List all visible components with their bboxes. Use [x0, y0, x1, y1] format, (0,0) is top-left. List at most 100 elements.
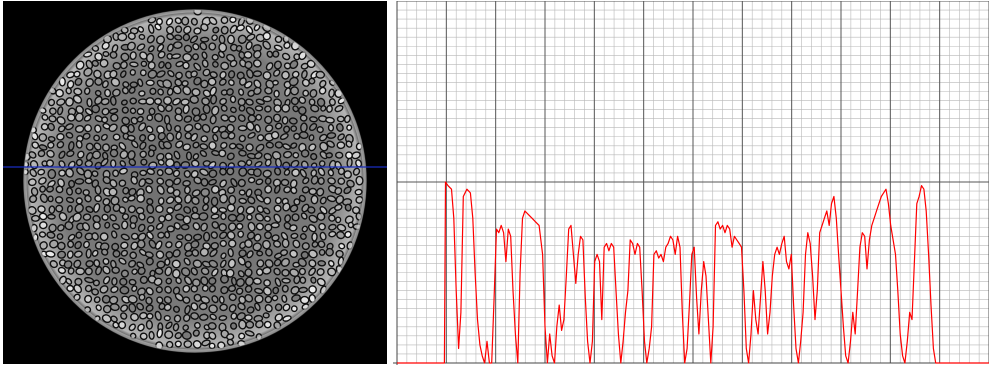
grain [47, 122, 55, 132]
grain [172, 286, 181, 295]
grain [289, 59, 299, 70]
grain [263, 279, 271, 287]
grain [102, 197, 111, 206]
grain [281, 116, 289, 125]
grain [273, 104, 282, 113]
grain [101, 213, 109, 221]
grain [235, 287, 244, 295]
grain [328, 214, 336, 222]
grain [245, 159, 253, 166]
grain [154, 267, 164, 275]
grain [264, 177, 272, 185]
grain [148, 239, 157, 249]
grain [190, 267, 199, 276]
grain [147, 149, 155, 158]
grain [194, 122, 202, 131]
grain [121, 220, 129, 230]
grain [202, 104, 211, 114]
grain [236, 205, 245, 215]
grain [108, 123, 118, 133]
grain [120, 304, 129, 313]
grain [139, 150, 147, 159]
grain [209, 313, 217, 321]
grain [109, 50, 118, 59]
grain [199, 113, 208, 121]
grain [190, 240, 200, 249]
grain [201, 51, 208, 60]
grain [175, 140, 184, 149]
grain [85, 260, 94, 268]
grain [244, 60, 253, 70]
grain [289, 204, 299, 213]
grain [227, 213, 238, 222]
grain [118, 257, 127, 265]
grain [119, 277, 128, 286]
grain [218, 42, 228, 53]
grain [299, 276, 307, 284]
grain [118, 206, 127, 214]
grain [208, 304, 218, 314]
grain [112, 88, 121, 97]
grain [110, 315, 118, 323]
grain [345, 140, 353, 148]
grain [118, 167, 128, 175]
grain [91, 232, 99, 241]
grain [325, 247, 334, 257]
grain [146, 231, 154, 240]
grain [346, 157, 353, 168]
grain [309, 88, 318, 98]
grain [315, 70, 326, 79]
grain [102, 265, 111, 275]
grain [102, 275, 111, 285]
grain [193, 76, 202, 86]
grain [183, 340, 193, 349]
grain [131, 285, 138, 292]
grain [210, 94, 218, 105]
grain [137, 223, 146, 233]
grain [193, 233, 203, 241]
grain [292, 239, 301, 249]
grain [289, 249, 298, 259]
grain [199, 313, 209, 321]
grain [193, 321, 201, 329]
grain [56, 98, 66, 106]
grain [67, 233, 76, 241]
grain [308, 143, 317, 152]
grain [156, 169, 164, 177]
grain [192, 329, 200, 337]
grain [254, 123, 261, 133]
grain [318, 248, 326, 256]
grain [173, 177, 182, 186]
grain [58, 150, 66, 159]
grain [56, 132, 65, 141]
grain [201, 97, 211, 106]
grain [180, 98, 190, 106]
grain [165, 340, 174, 349]
grain [47, 135, 56, 143]
grain [120, 60, 128, 70]
grain [100, 133, 108, 141]
grain [191, 87, 201, 97]
grain [65, 131, 74, 139]
grain [262, 266, 272, 275]
grain [319, 150, 328, 160]
grain [130, 175, 138, 185]
grain [181, 16, 190, 26]
grain [218, 34, 226, 45]
grain [226, 88, 234, 96]
grain [336, 115, 345, 123]
grain [49, 107, 57, 116]
grain [283, 169, 291, 176]
grain [129, 222, 137, 230]
grain [99, 58, 109, 68]
grain [298, 286, 308, 294]
grain [355, 175, 364, 186]
grain [247, 176, 256, 184]
intensity-profile-line-0 [397, 181, 989, 364]
grain [328, 223, 337, 231]
grain [283, 41, 291, 50]
grain [149, 87, 157, 95]
grain [308, 267, 317, 276]
grain [166, 225, 175, 233]
grain [27, 178, 37, 187]
